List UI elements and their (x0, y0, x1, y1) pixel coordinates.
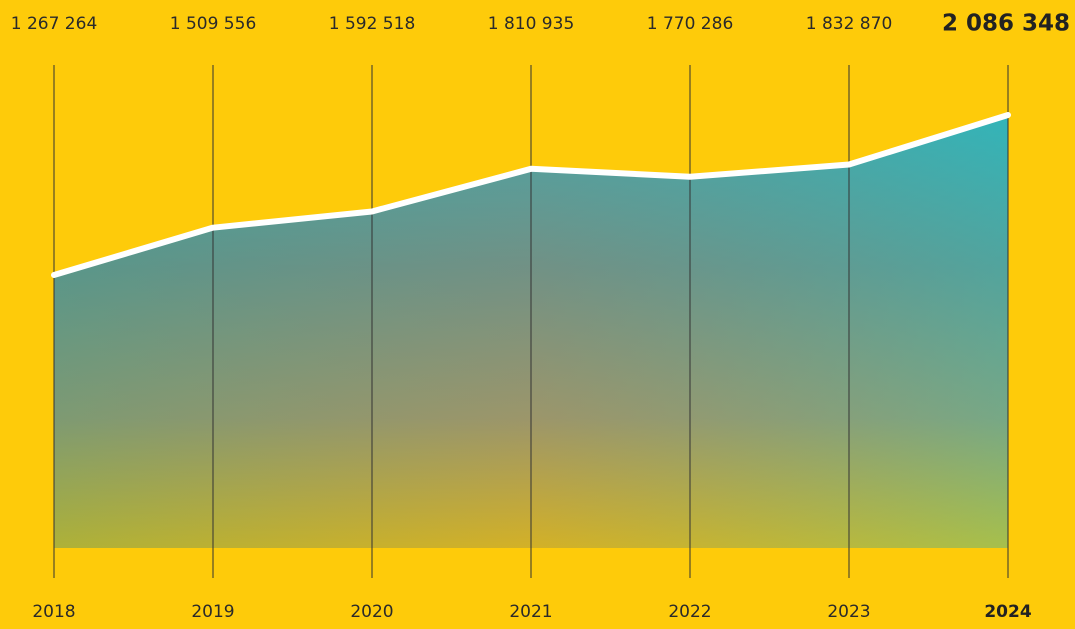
year-label: 2022 (668, 602, 711, 622)
value-label: 1 810 935 (488, 14, 575, 34)
value-label: 1 770 286 (647, 14, 734, 34)
value-label: 1 592 518 (329, 14, 416, 34)
line (51, 112, 1011, 279)
value-label: 1 509 556 (170, 14, 257, 34)
year-label: 2018 (32, 602, 75, 622)
year-label: 2023 (827, 602, 870, 622)
year-label: 2019 (191, 602, 234, 622)
year-label: 2021 (509, 602, 552, 622)
value-label: 1 832 870 (806, 14, 893, 34)
value-label: 1 267 264 (11, 14, 98, 34)
year-label: 2024 (984, 602, 1031, 622)
year-label: 2020 (350, 602, 393, 622)
value-label: 2 086 348 (942, 11, 1070, 37)
